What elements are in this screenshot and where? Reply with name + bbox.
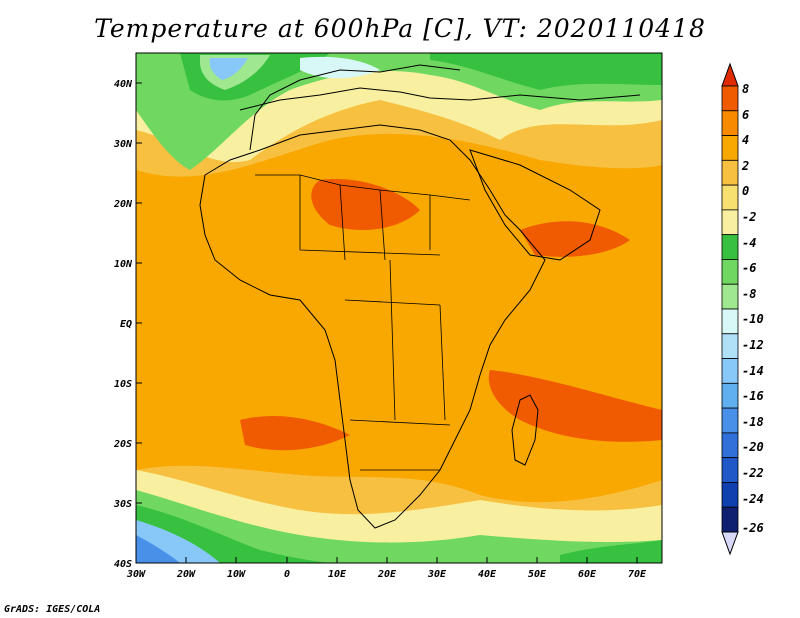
axis-ticks	[136, 82, 638, 564]
colorbar-label: -6	[742, 261, 756, 275]
lon-label: 70E	[628, 569, 647, 580]
colorbar-cell	[721, 333, 739, 359]
lat-label: 30S	[113, 499, 132, 510]
colorbar-label: -14	[742, 364, 764, 378]
lat-label: 40N	[114, 79, 133, 90]
colorbar-label: -8	[742, 287, 756, 301]
colorbar-cell	[721, 506, 739, 533]
colorbar-label: -24	[742, 492, 764, 506]
temperature-field	[136, 53, 662, 563]
colorbar-cell	[721, 407, 739, 434]
lon-label: 60E	[578, 569, 597, 580]
colorbar-label: -22	[742, 466, 764, 480]
colorbar-cell	[721, 135, 739, 161]
lon-label: 30E	[427, 569, 447, 580]
colorbar-top-arrow	[721, 62, 739, 87]
colorbar-cell	[721, 382, 739, 409]
colorbar-cell	[721, 159, 739, 186]
lat-label: EQ	[120, 319, 132, 330]
colorbar-label: 2	[741, 159, 749, 173]
colorbar-label: 4	[742, 133, 749, 147]
colorbar-label: 0	[742, 184, 749, 198]
lat-label: 20S	[113, 439, 132, 450]
colorbar-label: 6	[742, 108, 749, 122]
colorbar-cell	[721, 110, 739, 136]
colorbar-cell	[721, 234, 739, 260]
colorbar-cell	[721, 358, 739, 384]
colorbar-cell	[721, 209, 739, 236]
colorbar-label: -10	[742, 312, 764, 326]
colorbar-cell	[721, 259, 739, 285]
lat-label: 10S	[114, 379, 132, 390]
lon-label: 20E	[377, 569, 397, 580]
lon-label: 30W	[126, 569, 146, 580]
colorbar: 8 6 4 2 0 -2 -4 -6 -8 -10 -12 -14 -16 -1…	[721, 62, 764, 556]
map-title: Temperature at 600hPa [C], VT: 202011041…	[94, 14, 706, 43]
lon-label: 0	[284, 569, 290, 580]
colorbar-label: -2	[742, 210, 756, 224]
colorbar-label: 8	[742, 82, 749, 96]
colorbar-cell	[721, 308, 739, 335]
colorbar-cell	[721, 482, 739, 508]
colorbar-cell	[721, 457, 739, 483]
colorbar-cell	[721, 283, 739, 310]
credit-text: GrADS: IGES/COLA	[4, 604, 101, 615]
colorbar-label: -16	[742, 389, 764, 403]
colorbar-cell	[721, 432, 739, 459]
lon-label: 10W	[227, 569, 246, 580]
colorbar-label: -12	[742, 338, 764, 352]
colorbar-label: -20	[742, 440, 764, 454]
lat-label: 10N	[114, 259, 133, 270]
colorbar-label: -26	[742, 521, 764, 535]
lat-label: 30N	[113, 139, 133, 150]
colorbar-bottom-arrow	[721, 531, 739, 556]
lon-label: 50E	[528, 569, 547, 580]
lat-label: 40S	[114, 559, 132, 570]
lon-label: 40E	[478, 569, 497, 580]
colorbar-cell	[721, 184, 739, 211]
lon-label: 10E	[328, 569, 347, 580]
lon-label: 20W	[176, 569, 196, 580]
colorbar-label: -4	[742, 236, 756, 250]
colorbar-label: -18	[742, 415, 764, 429]
map-frame	[135, 52, 663, 564]
lat-label: 20N	[113, 199, 133, 210]
colorbar-cell	[721, 85, 739, 112]
